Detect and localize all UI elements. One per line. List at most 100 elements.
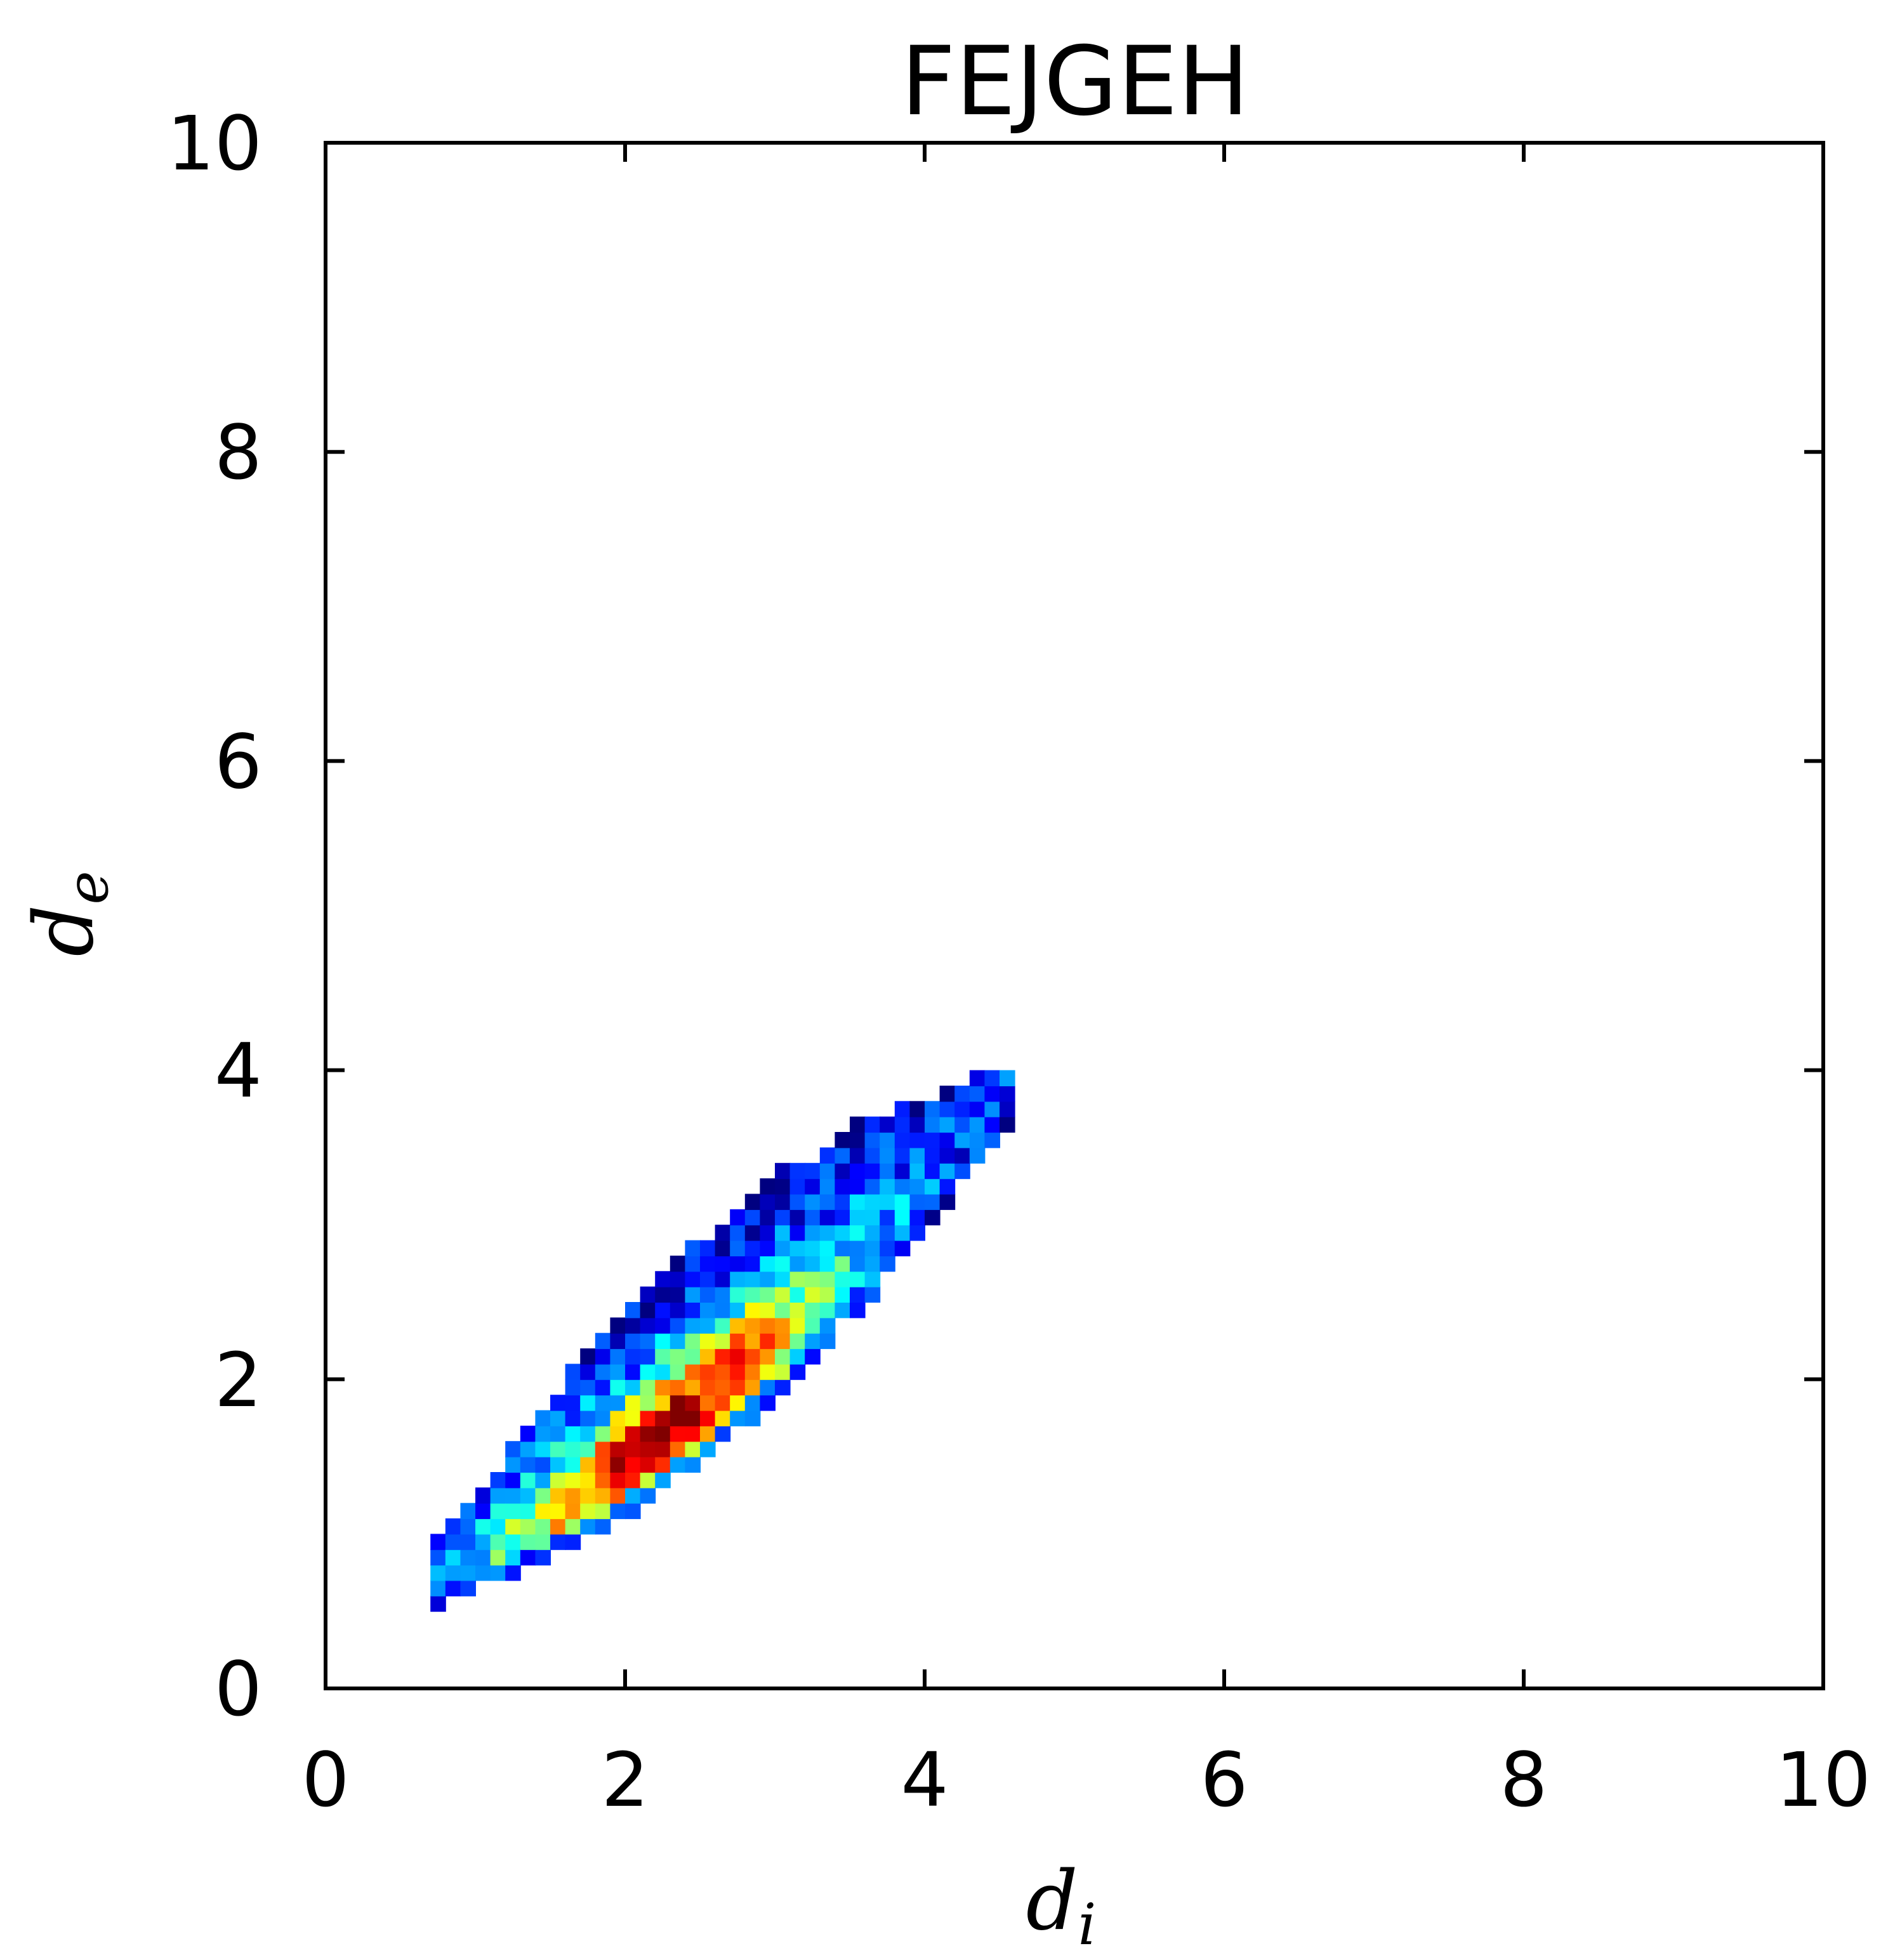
heatmap-cell (715, 1348, 731, 1365)
heatmap-cell (744, 1209, 761, 1226)
heatmap-cell (835, 1209, 850, 1226)
heatmap-cell (760, 1194, 776, 1210)
heatmap-cell (700, 1255, 716, 1272)
heatmap-cell (909, 1116, 925, 1133)
y-axis-label-symbol: d (17, 905, 112, 957)
heatmap-cell (850, 1209, 866, 1226)
heatmap-cell (775, 1302, 791, 1319)
heatmap-cell (505, 1503, 521, 1520)
heatmap-cell (460, 1580, 476, 1596)
heatmap-cell (550, 1534, 566, 1550)
heatmap-cell (655, 1364, 671, 1380)
heatmap-cell (925, 1116, 941, 1133)
heatmap-cell (789, 1255, 806, 1272)
heatmap-cell (715, 1395, 731, 1411)
heatmap-cell (789, 1194, 806, 1210)
heatmap-cell (655, 1286, 671, 1303)
heatmap-cell (864, 1132, 881, 1148)
heatmap-cell (760, 1255, 776, 1272)
heatmap-cell (580, 1425, 596, 1442)
heatmap-cell (850, 1132, 866, 1148)
heatmap-cell (850, 1225, 866, 1241)
heatmap-cell (850, 1271, 866, 1287)
heatmap-cell (670, 1456, 686, 1473)
heatmap-cell (969, 1101, 986, 1117)
heatmap-cell (595, 1487, 611, 1504)
heatmap-cell (640, 1441, 656, 1457)
heatmap-cell (864, 1178, 881, 1195)
heatmap-cell (475, 1503, 491, 1520)
heatmap-cell (625, 1332, 641, 1350)
heatmap-cell (909, 1132, 925, 1148)
heatmap-cell (805, 1240, 821, 1256)
y-tick-label: 8 (215, 409, 262, 496)
heatmap-cell (805, 1162, 821, 1180)
heatmap-cell (730, 1348, 746, 1365)
heatmap-cell (775, 1225, 791, 1241)
heatmap-cell (819, 1271, 836, 1287)
heatmap-cell (760, 1332, 776, 1350)
heatmap-cell (460, 1518, 476, 1535)
heatmap-cell (850, 1286, 866, 1303)
heatmap-cell (984, 1132, 1000, 1148)
heatmap-cell (595, 1332, 611, 1350)
heatmap-cell (520, 1456, 536, 1473)
heatmap-cell (730, 1395, 746, 1411)
heatmap-cell (880, 1240, 895, 1256)
heatmap-cell (670, 1348, 686, 1365)
heatmap-cell (550, 1456, 566, 1473)
heatmap-cell (685, 1441, 701, 1457)
heatmap-cell (1000, 1070, 1015, 1086)
heatmap-cell (505, 1565, 521, 1581)
heatmap-cell (864, 1240, 881, 1256)
heatmap-cell (625, 1395, 641, 1411)
heatmap-cell (670, 1379, 686, 1396)
heatmap-cell (835, 1255, 850, 1272)
heatmap-cell (715, 1286, 731, 1303)
heatmap-cell (775, 1240, 791, 1256)
heatmap-cell (789, 1178, 806, 1195)
heatmap-cell (625, 1410, 641, 1426)
heatmap-cell (805, 1332, 821, 1350)
heatmap-cell (595, 1441, 611, 1457)
heatmap-cell (939, 1147, 956, 1164)
heatmap-cell (640, 1425, 656, 1442)
heatmap-cell (565, 1441, 581, 1457)
y-tick-label: 6 (215, 718, 262, 805)
heatmap-cell (744, 1255, 761, 1272)
heatmap-cell (655, 1456, 671, 1473)
heatmap-cell (715, 1317, 731, 1334)
heatmap-cell (715, 1332, 731, 1350)
heatmap-cell (700, 1410, 716, 1426)
heatmap-cell (595, 1364, 611, 1380)
heatmap-cell (939, 1086, 956, 1102)
heatmap-cell (640, 1487, 656, 1504)
heatmap-cell (925, 1162, 941, 1180)
heatmap-cell (850, 1240, 866, 1256)
heatmap-cell (925, 1101, 941, 1117)
heatmap-cell (819, 1317, 836, 1334)
heatmap-cell (789, 1240, 806, 1256)
heatmap-cell (984, 1101, 1000, 1117)
heatmap-cell (819, 1147, 836, 1164)
heatmap-cell (744, 1364, 761, 1380)
heatmap-cell (805, 1194, 821, 1210)
heatmap-cell (535, 1456, 551, 1473)
heatmap-cell (535, 1425, 551, 1442)
y-axis-label: de (17, 871, 121, 956)
heatmap-cell (625, 1348, 641, 1365)
heatmap-cell (580, 1503, 596, 1520)
heatmap-cell (610, 1348, 626, 1365)
heatmap-cell (670, 1317, 686, 1334)
heatmap-cell (939, 1116, 956, 1133)
heatmap-cell (835, 1225, 850, 1241)
heatmap-cell (505, 1487, 521, 1504)
heatmap-cell (760, 1302, 776, 1319)
x-tick-label: 2 (601, 1736, 649, 1824)
heatmap-cell (819, 1209, 836, 1226)
heatmap-cell (835, 1302, 850, 1319)
heatmap-cell (744, 1379, 761, 1396)
heatmap-cell (565, 1487, 581, 1504)
heatmap-cell (580, 1456, 596, 1473)
